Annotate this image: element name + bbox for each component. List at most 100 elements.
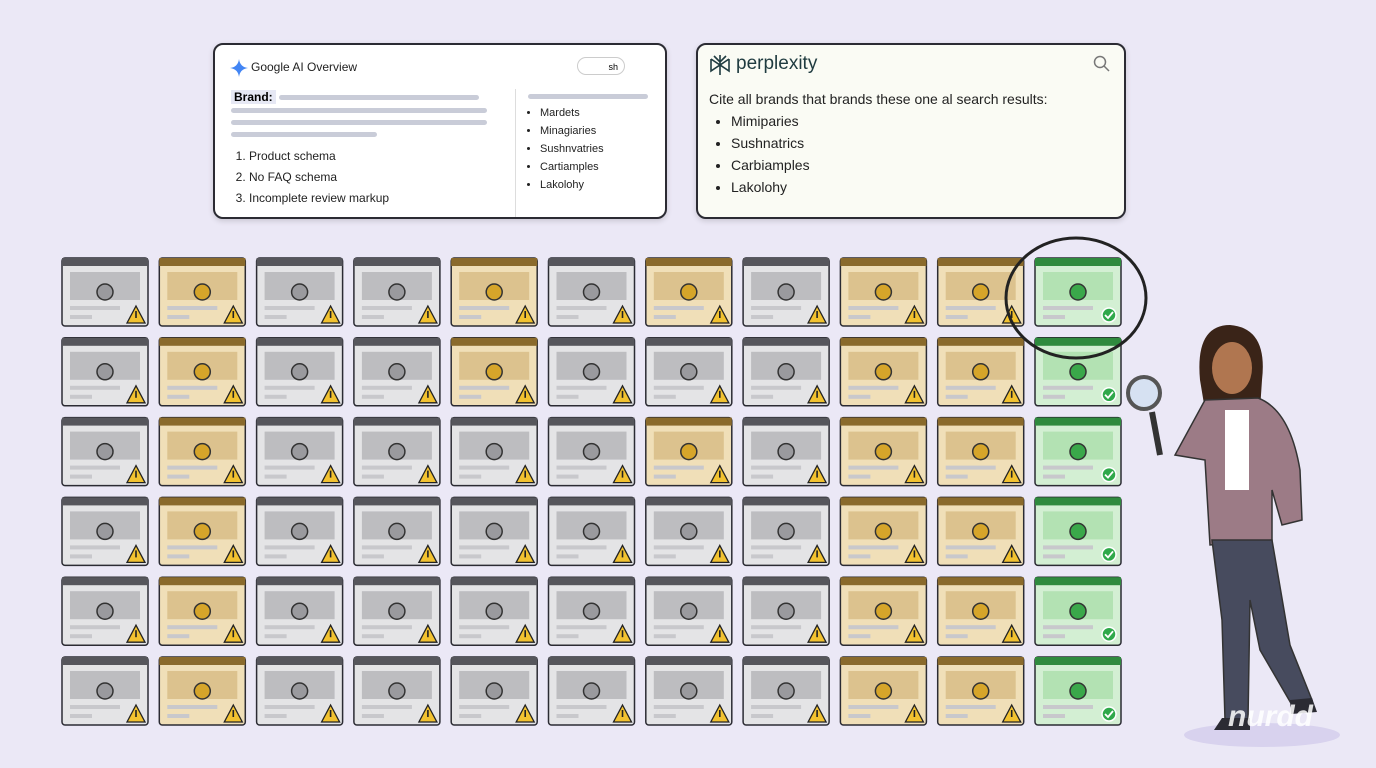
browser-card xyxy=(936,337,1025,407)
ok-badge xyxy=(1101,387,1117,403)
card-icon xyxy=(680,442,698,461)
result-item: Sushnatrics xyxy=(731,135,810,151)
browser-card xyxy=(255,337,344,407)
card-icon xyxy=(971,363,990,381)
card-line xyxy=(167,394,190,399)
card-line xyxy=(264,545,315,550)
card-topbar xyxy=(451,497,538,506)
card-line xyxy=(70,315,92,319)
ok-check xyxy=(1104,630,1114,639)
card-line xyxy=(751,315,774,319)
issue-item: No FAQ schema xyxy=(249,170,389,184)
card-line xyxy=(848,554,871,559)
card-line xyxy=(848,394,871,399)
card-icon xyxy=(388,682,406,700)
card-line xyxy=(167,465,218,470)
card-icon xyxy=(1069,283,1087,301)
gemini-icon xyxy=(230,59,248,77)
browser-card xyxy=(547,576,636,646)
card-topbar xyxy=(548,657,635,665)
card-topbar xyxy=(159,577,246,586)
card-topbar xyxy=(937,577,1024,586)
card-icon xyxy=(96,602,114,620)
browser-card xyxy=(936,416,1025,487)
card-line xyxy=(361,474,384,479)
card-line xyxy=(459,306,510,310)
card-line xyxy=(556,554,579,559)
card-topbar xyxy=(159,337,246,346)
card-topbar xyxy=(548,497,635,506)
card-icon xyxy=(388,363,406,381)
card-topbar xyxy=(451,337,538,346)
browser-card xyxy=(936,576,1025,646)
brand-item: Minagiaries xyxy=(540,125,604,137)
card-topbar xyxy=(451,657,538,665)
highlight-circle xyxy=(1004,236,1148,360)
side-list: Mardets Minagiaries Sushnvatries Cartiample… xyxy=(528,107,604,191)
card-icon xyxy=(485,442,503,461)
card-icon xyxy=(388,602,406,620)
browser-card xyxy=(742,576,830,646)
placeholder-line xyxy=(279,95,479,100)
card-line xyxy=(653,385,704,390)
browser-card xyxy=(61,257,149,327)
card-icon xyxy=(290,363,309,381)
card-icon xyxy=(680,682,698,700)
browser-card xyxy=(450,257,538,327)
card-line xyxy=(945,385,996,390)
panel-title: perplexity xyxy=(736,53,818,74)
side-column: Mardets Minagiaries Sushnvatries Cartiample… xyxy=(515,89,648,217)
issue-item: Incomplete review markup xyxy=(249,191,389,205)
card-icon xyxy=(290,682,309,700)
browser-card xyxy=(936,257,1025,327)
browser-card xyxy=(450,576,538,646)
card-topbar xyxy=(159,497,246,506)
browser-card xyxy=(353,257,441,327)
card-line xyxy=(945,474,968,479)
card-line xyxy=(70,554,92,559)
issue-list: Product schema No FAQ schema Incomplete re… xyxy=(231,149,389,212)
card-icon xyxy=(680,283,698,301)
card-topbar xyxy=(548,417,635,426)
card-topbar xyxy=(62,657,148,665)
placeholder-line xyxy=(231,132,377,137)
card-topbar xyxy=(548,577,635,586)
card-topbar xyxy=(1035,258,1121,266)
card-topbar xyxy=(1035,497,1121,506)
card-line xyxy=(848,474,871,479)
card-line xyxy=(264,315,287,319)
card-topbar xyxy=(353,497,440,506)
card-line xyxy=(459,315,482,319)
card-icon xyxy=(582,363,601,381)
magnifier-handle xyxy=(1149,411,1163,456)
ok-badge xyxy=(1101,307,1117,323)
prompt: Cite all brands that brands these one al… xyxy=(709,91,1048,107)
google-ai-overview-panel: Google AI Overview sh Brand: Product sch… xyxy=(213,43,667,219)
card-icon xyxy=(388,283,406,301)
browser-card xyxy=(353,337,441,407)
browser-card xyxy=(158,656,247,726)
card-line xyxy=(167,625,218,630)
browser-card xyxy=(1034,656,1122,726)
card-line xyxy=(945,306,996,310)
card-topbar xyxy=(645,337,732,346)
card-line xyxy=(653,705,704,709)
card-line xyxy=(264,306,315,310)
search-icon[interactable] xyxy=(1093,55,1111,73)
card-icon xyxy=(485,602,503,620)
card-line xyxy=(848,465,899,470)
account-chip: sh xyxy=(577,57,625,75)
card-line xyxy=(556,306,607,310)
card-topbar xyxy=(451,258,538,266)
card-line xyxy=(751,625,802,630)
card-line xyxy=(1043,625,1093,630)
trousers xyxy=(1211,539,1314,721)
browser-card xyxy=(839,576,928,646)
browser-card xyxy=(547,257,636,327)
card-icon xyxy=(874,283,893,301)
card-line xyxy=(1043,315,1065,319)
card-topbar xyxy=(840,497,927,506)
card-line xyxy=(459,465,510,470)
result-item: Mimiparies xyxy=(731,113,810,129)
card-line xyxy=(945,634,968,639)
